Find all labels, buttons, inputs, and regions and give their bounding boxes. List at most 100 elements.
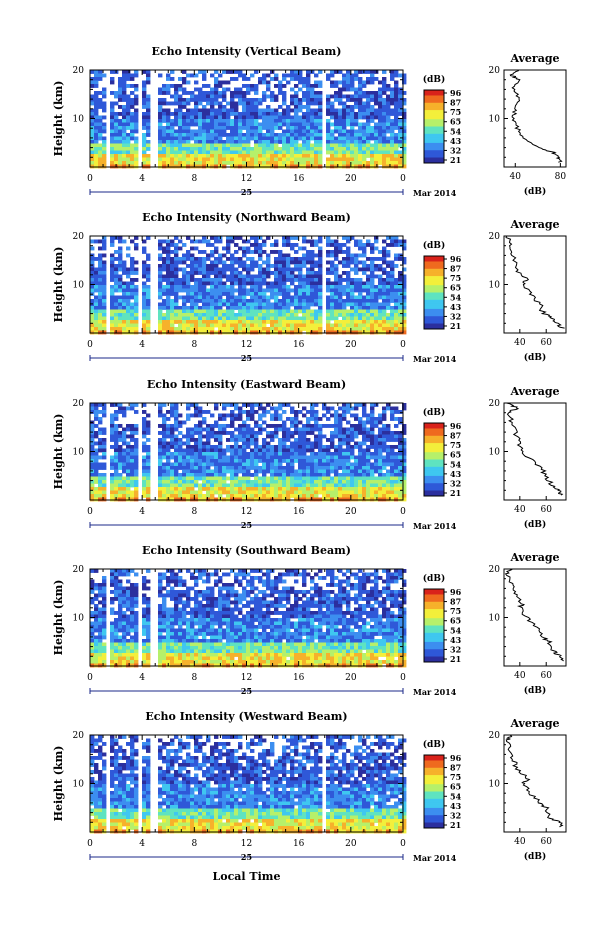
heatmap-cell <box>326 459 331 463</box>
heatmap-cell <box>186 306 191 310</box>
heatmap-cell <box>370 438 375 442</box>
heatmap-cell <box>318 438 323 442</box>
heatmap-cell <box>330 150 335 155</box>
heatmap-cell <box>94 473 99 477</box>
heatmap-cell <box>218 441 223 446</box>
heatmap-cell <box>338 108 343 113</box>
heatmap-cell <box>178 136 183 141</box>
heatmap-cell <box>242 246 247 251</box>
heatmap-cell <box>102 410 107 414</box>
heatmap-cell <box>390 281 395 286</box>
average-frame <box>503 235 567 334</box>
heatmap-cell <box>230 281 235 286</box>
heatmap-cell <box>214 455 219 460</box>
heatmap-cell <box>254 403 259 407</box>
heatmap-cell <box>202 299 207 303</box>
heatmap-cell <box>330 157 335 162</box>
heatmap-cell <box>302 246 307 251</box>
heatmap-cell <box>366 462 371 467</box>
heatmap-cell <box>322 406 327 411</box>
heatmap-cell <box>226 115 231 120</box>
heatmap-cell <box>354 313 359 317</box>
heatmap-cell <box>110 147 115 151</box>
heatmap-cell <box>254 105 259 109</box>
heatmap-cell <box>202 98 207 102</box>
average-profile-line <box>509 69 563 163</box>
heatmap-cell <box>254 316 259 321</box>
heatmap-cell <box>378 161 383 165</box>
colorbar-tick-label: 21 <box>450 321 461 331</box>
x-tick-label: 0 <box>87 340 93 350</box>
heatmap-cell <box>278 452 283 456</box>
heatmap-cell <box>370 281 375 286</box>
heatmap-cell <box>402 466 407 470</box>
heatmap-cell <box>170 327 175 331</box>
heatmap-cell <box>318 316 323 321</box>
heatmap-cell <box>94 154 99 158</box>
heatmap-cell <box>330 452 335 456</box>
heatmap-cell <box>254 452 259 456</box>
heatmap-cell <box>94 274 99 279</box>
heatmap-cell <box>210 112 215 116</box>
heatmap-cell <box>318 455 323 460</box>
heatmap-cell <box>346 140 351 144</box>
heatmap-cell <box>126 441 131 446</box>
heatmap-cell <box>178 94 183 99</box>
heatmap-cell <box>130 126 135 130</box>
colorbar-swatch <box>424 308 444 312</box>
heatmap-cell <box>262 427 267 432</box>
heatmap-cell <box>314 323 319 328</box>
heatmap-cell <box>114 136 119 141</box>
heatmap-cell <box>246 403 251 407</box>
heatmap-cell <box>374 438 379 442</box>
heatmap-cell <box>318 462 323 467</box>
heatmap-cell <box>366 122 371 127</box>
heatmap-cell <box>174 406 179 411</box>
heatmap-cell <box>170 260 175 265</box>
heatmap-cell <box>238 413 243 418</box>
heatmap-cell <box>310 281 315 286</box>
heatmap-cell <box>218 445 223 449</box>
heatmap-cell <box>298 445 303 449</box>
heatmap-cell <box>386 140 391 144</box>
heatmap-cell <box>402 278 407 282</box>
heatmap-cell <box>370 133 375 137</box>
heatmap-cell <box>182 105 187 109</box>
heatmap-cell <box>218 143 223 148</box>
heatmap-cell <box>242 250 247 254</box>
heatmap-cell <box>374 417 379 421</box>
heatmap-cell <box>378 101 383 106</box>
heatmap-cell <box>270 445 275 449</box>
heatmap-cell <box>258 136 263 141</box>
heatmap-cell <box>230 239 235 244</box>
heatmap-cell <box>274 320 279 324</box>
heatmap-cell <box>358 154 363 158</box>
heatmap-cell <box>258 466 263 470</box>
heatmap-cell <box>282 164 287 169</box>
heatmap-cell <box>178 115 183 120</box>
heatmap-cell <box>110 140 115 144</box>
heatmap-cell <box>338 250 343 254</box>
heatmap-cell <box>326 445 331 449</box>
heatmap-cell <box>110 306 115 310</box>
heatmap-cell <box>398 108 403 113</box>
heatmap-cell <box>394 438 399 442</box>
heatmap-cell <box>382 281 387 286</box>
heatmap-cell <box>402 462 407 467</box>
heatmap-cell <box>122 452 127 456</box>
heatmap-cell <box>298 126 303 130</box>
heatmap-cell <box>310 257 315 261</box>
heatmap-cell <box>118 410 123 414</box>
heatmap-cell <box>194 438 199 442</box>
heatmap-cell <box>102 292 107 296</box>
heatmap-cell <box>198 250 203 254</box>
heatmap-cell <box>322 459 327 463</box>
heatmap-cell <box>190 473 195 477</box>
heatmap-cell <box>134 70 139 74</box>
heatmap-cell <box>362 246 367 251</box>
x-tick-label: 8 <box>191 174 197 184</box>
heatmap-cell <box>218 150 223 155</box>
heatmap-cell <box>370 80 375 85</box>
heatmap-cell <box>358 316 363 321</box>
heatmap-cell <box>394 98 399 102</box>
